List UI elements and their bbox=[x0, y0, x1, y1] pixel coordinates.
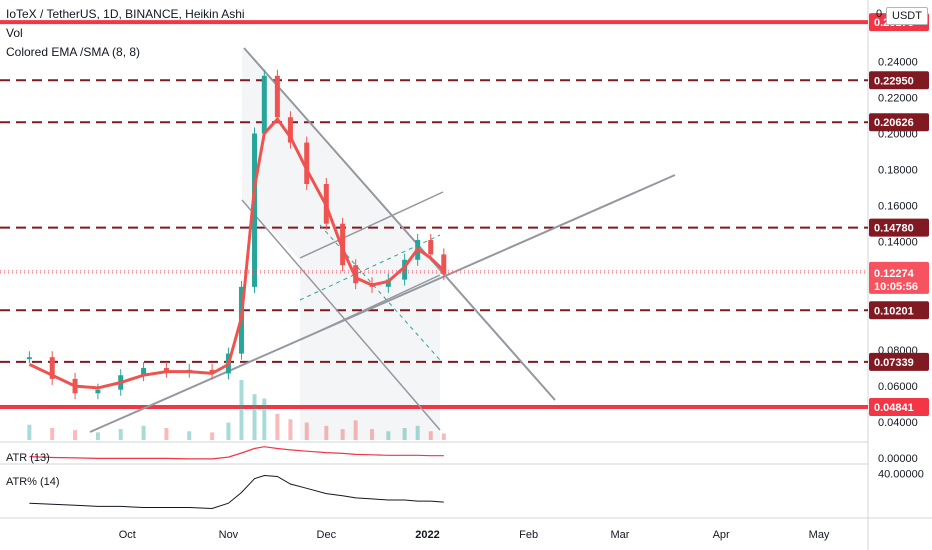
x-tick-label: May bbox=[809, 529, 830, 541]
level-label: 0.22950 bbox=[874, 75, 914, 87]
volume-bar bbox=[428, 431, 433, 440]
candle-body bbox=[441, 254, 447, 275]
level-label: 0.10201 bbox=[874, 305, 914, 317]
volume-bar bbox=[386, 431, 391, 440]
candle-body bbox=[163, 368, 169, 372]
volume-bar bbox=[95, 432, 100, 440]
candle-body bbox=[340, 223, 346, 266]
volume-bar bbox=[252, 394, 257, 440]
volume-bar bbox=[73, 430, 78, 440]
candle-body bbox=[26, 357, 32, 360]
volume-bar bbox=[340, 429, 345, 440]
candle-body bbox=[304, 142, 310, 185]
level-badge bbox=[869, 397, 929, 416]
atrp-line bbox=[29, 474, 444, 510]
volume-bar bbox=[304, 422, 309, 440]
chart-title: IoTeX / TetherUS, 1D, BINANCE, Heikin As… bbox=[6, 7, 245, 21]
volume-bar bbox=[441, 433, 446, 440]
price-badge bbox=[869, 263, 929, 294]
x-tick-label: 2022 bbox=[415, 529, 439, 541]
level-label: 0.04841 bbox=[874, 402, 914, 414]
volume-bar bbox=[226, 422, 231, 440]
volume-bar bbox=[50, 428, 55, 440]
y-tick-label: 0.16000 bbox=[878, 201, 918, 213]
price-label: 0.12274 bbox=[874, 268, 915, 280]
level-label: 0.14780 bbox=[874, 223, 914, 235]
atrp-label: ATR% (14) bbox=[6, 476, 60, 488]
x-tick-label: Dec bbox=[317, 529, 337, 541]
channel-lower-line bbox=[241, 199, 441, 431]
trend-line-rising bbox=[89, 174, 676, 433]
volume-bar bbox=[210, 432, 215, 440]
candle-body bbox=[402, 259, 408, 280]
volume-bar bbox=[402, 428, 407, 440]
level-badge bbox=[869, 113, 929, 132]
volume-bar bbox=[288, 419, 293, 440]
channel-upper-line bbox=[299, 191, 444, 259]
y-tick-label: 0.06000 bbox=[878, 381, 918, 393]
currency-zero: 0 bbox=[876, 8, 883, 20]
candle-body bbox=[287, 117, 293, 143]
channel-support-line bbox=[299, 274, 441, 341]
candle-body bbox=[252, 133, 258, 287]
currency-selector[interactable]: USDT bbox=[886, 7, 928, 25]
level-badge bbox=[869, 301, 929, 320]
volume-bar bbox=[353, 420, 358, 440]
volume-bar bbox=[370, 429, 374, 440]
atr-line bbox=[29, 446, 444, 460]
volume-label: Vol bbox=[6, 26, 23, 40]
volume-bar bbox=[187, 431, 192, 440]
x-tick-label: Apr bbox=[713, 529, 730, 541]
level-label: 0.20626 bbox=[874, 117, 914, 129]
projection-line bbox=[319, 224, 441, 361]
candle-body bbox=[274, 75, 280, 118]
y-tick-label: 0.18000 bbox=[878, 165, 918, 177]
ema-line bbox=[28, 116, 445, 390]
atrp-tick-label: 40.00000 bbox=[878, 468, 924, 480]
volume-bar bbox=[164, 428, 169, 440]
x-tick-label: Nov bbox=[219, 529, 239, 541]
atr-label: ATR (13) bbox=[6, 452, 50, 464]
level-badge bbox=[869, 218, 929, 237]
candle-body bbox=[261, 75, 267, 134]
countdown-label: 10:05:56 bbox=[874, 281, 918, 293]
y-tick-label: 0.24000 bbox=[878, 56, 918, 68]
candle-body bbox=[428, 239, 434, 255]
volume-bar bbox=[118, 429, 123, 440]
candle-body bbox=[49, 357, 55, 379]
volume-bar bbox=[275, 413, 280, 440]
level-badge bbox=[869, 352, 929, 371]
trend-line-falling bbox=[243, 47, 556, 401]
volume-bar bbox=[415, 425, 420, 440]
volume-bar bbox=[239, 380, 244, 440]
x-tick-label: Mar bbox=[611, 529, 630, 541]
candle-body bbox=[141, 368, 147, 376]
y-tick-label: 0.14000 bbox=[878, 237, 918, 249]
candle-body bbox=[95, 389, 101, 394]
y-tick-label: 0.22000 bbox=[878, 92, 918, 104]
candle-body bbox=[209, 369, 215, 374]
level-badge bbox=[869, 71, 929, 90]
y-tick-label: 0.20000 bbox=[878, 129, 918, 141]
volume-bar bbox=[27, 424, 32, 440]
level-label: 0.07339 bbox=[874, 357, 914, 369]
x-tick-label: Feb bbox=[519, 529, 538, 541]
volume-bar bbox=[141, 425, 146, 440]
atr-tick-label: 0.00000 bbox=[878, 453, 918, 465]
volume-bar bbox=[324, 425, 329, 440]
y-tick-label: 0.04000 bbox=[878, 417, 918, 429]
ema-label: Colored EMA /SMA (8, 8) bbox=[6, 45, 141, 59]
x-tick-label: Oct bbox=[119, 529, 136, 541]
volume-bar bbox=[262, 398, 267, 440]
candle-body bbox=[385, 279, 391, 287]
